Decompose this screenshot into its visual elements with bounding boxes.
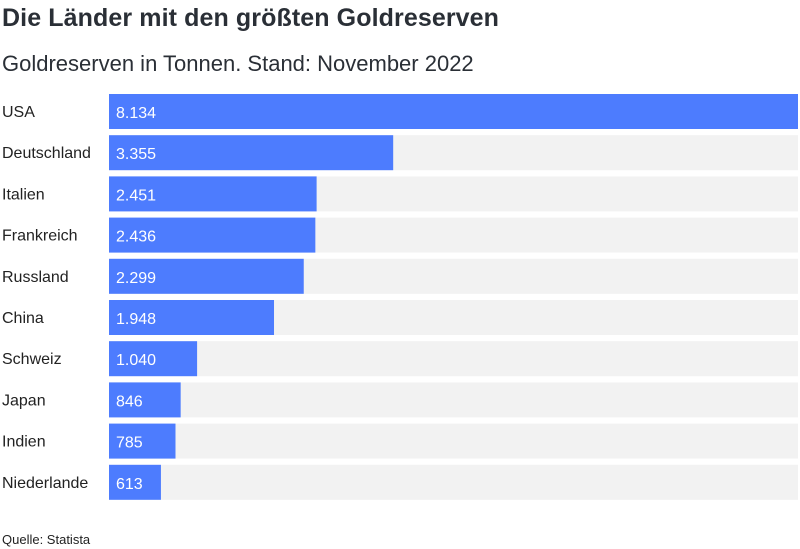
value-label-indien: 785: [116, 435, 143, 452]
category-label-russland: Russland: [2, 269, 69, 286]
bar-niederlande: [109, 464, 161, 500]
bar-row-schweiz: Schweiz 1.040: [2, 341, 798, 377]
category-label-niederlande: Niederlande: [2, 475, 88, 492]
bar-row-japan: Japan 846: [2, 382, 798, 418]
bar-track-niederlande: [109, 464, 798, 500]
chart-title: Die Länder mit den größten Goldreserven: [2, 4, 500, 32]
category-label-schweiz: Schweiz: [2, 351, 62, 368]
value-label-schweiz: 1.040: [116, 352, 156, 369]
value-label-usa: 8.134: [116, 105, 156, 122]
bar-track-japan: [109, 382, 798, 418]
category-label-deutschland: Deutschland: [2, 145, 91, 162]
bar-row-russland: Russland 2.299: [2, 258, 798, 294]
bar-usa: [109, 94, 798, 129]
bar-schweiz: [109, 341, 198, 377]
bar-row-frankreich: Frankreich 2.436: [2, 217, 798, 253]
bar-row-usa: USA 8.134: [2, 94, 798, 129]
bar-track-schweiz: [109, 341, 798, 377]
value-label-china: 1.948: [116, 311, 156, 328]
bar-row-niederlande: Niederlande 613: [2, 464, 798, 500]
category-label-china: China: [2, 310, 44, 327]
bar-row-italien: Italien 2.451: [2, 176, 798, 212]
category-label-frankreich: Frankreich: [2, 228, 78, 245]
value-label-niederlande: 613: [116, 476, 143, 493]
value-label-russland: 2.299: [116, 270, 156, 287]
category-label-japan: Japan: [2, 392, 46, 409]
bar-italien: [109, 176, 317, 212]
category-label-indien: Indien: [2, 434, 46, 451]
bar-japan: [109, 382, 181, 418]
bar-russland: [109, 258, 304, 294]
chart-subtitle: Goldreserven in Tonnen. Stand: November …: [2, 51, 474, 76]
value-label-japan: 846: [116, 393, 143, 410]
value-label-frankreich: 2.436: [116, 229, 156, 246]
value-label-italien: 2.451: [116, 187, 156, 204]
bar-frankreich: [109, 217, 316, 253]
bar-deutschland: [109, 135, 394, 171]
value-label-deutschland: 3.355: [116, 146, 156, 163]
source-note: Quelle: Statista: [2, 532, 91, 547]
category-label-italien: Italien: [2, 186, 45, 203]
bar-china: [109, 300, 275, 335]
bar-row-deutschland: Deutschland 3.355: [2, 135, 798, 171]
bar-row-indien: Indien 785: [2, 423, 798, 459]
bar-row-china: China 1.948: [2, 300, 798, 335]
category-label-usa: USA: [2, 104, 35, 121]
bar-track-indien: [109, 423, 798, 459]
bar-indien: [109, 423, 176, 459]
